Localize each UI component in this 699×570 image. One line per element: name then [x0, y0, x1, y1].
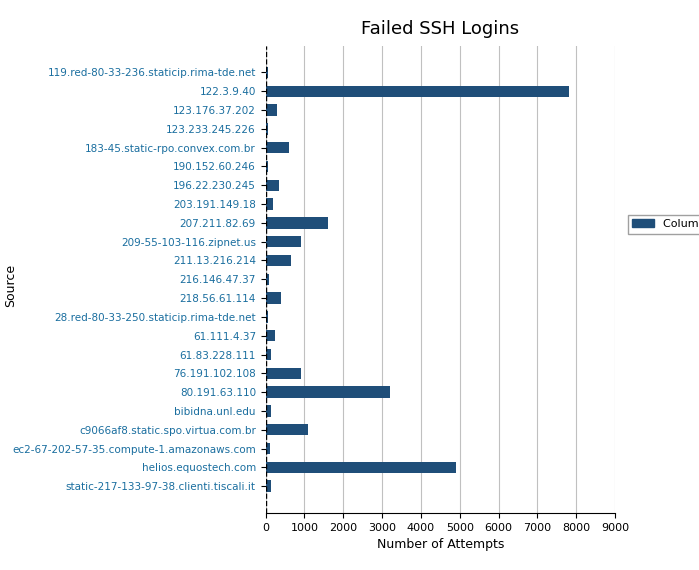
Text: Source: Source: [4, 263, 17, 307]
Bar: [266, 142, 289, 153]
Bar: [266, 405, 271, 417]
Bar: [266, 86, 568, 97]
Bar: [266, 217, 328, 229]
Bar: [266, 330, 275, 341]
Bar: [266, 255, 291, 266]
Bar: [266, 481, 271, 492]
Bar: [266, 311, 268, 323]
Bar: [266, 462, 456, 473]
Bar: [266, 236, 301, 247]
X-axis label: Number of Attempts: Number of Attempts: [377, 538, 504, 551]
Title: Failed SSH Logins: Failed SSH Logins: [361, 21, 519, 39]
Bar: [266, 104, 278, 116]
Legend: Column B: Column B: [628, 215, 699, 234]
Bar: [266, 123, 268, 135]
Bar: [266, 274, 268, 285]
Bar: [266, 180, 279, 191]
Bar: [266, 292, 281, 304]
Bar: [266, 161, 268, 172]
Bar: [266, 386, 390, 398]
Bar: [266, 67, 268, 78]
Bar: [266, 368, 301, 379]
Bar: [266, 349, 271, 360]
Bar: [266, 424, 308, 435]
Bar: [266, 443, 270, 454]
Bar: [266, 198, 273, 210]
